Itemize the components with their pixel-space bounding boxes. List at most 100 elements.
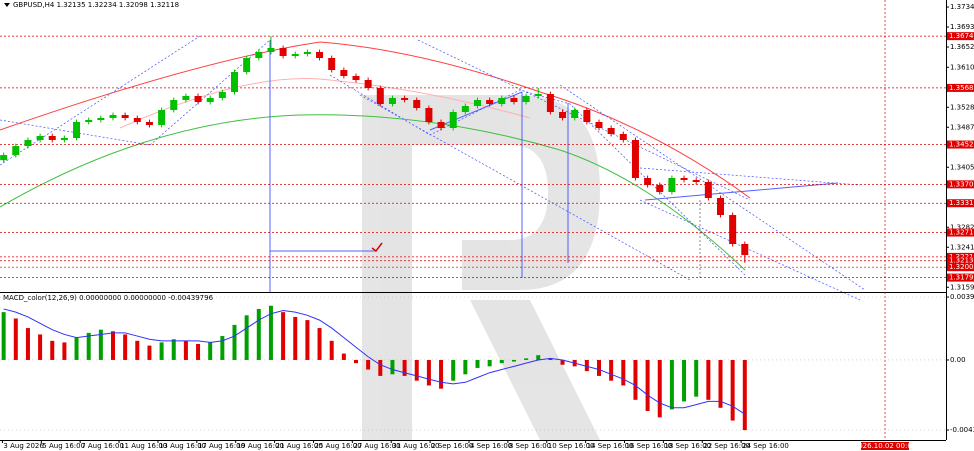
candle-body — [170, 100, 178, 110]
x-tick-label: 25 Aug 16:00 — [314, 442, 361, 450]
candle-body — [194, 96, 202, 102]
macd-title: MACD_color(12,26,9) 0.00000000 0.0000000… — [3, 294, 214, 302]
macd-bar — [268, 305, 273, 360]
candle-body — [158, 110, 166, 126]
macd-bar — [110, 331, 115, 360]
level-tag — [947, 228, 974, 237]
candle-body — [437, 122, 445, 128]
marker-tag — [861, 442, 910, 450]
macd-bar — [50, 340, 55, 360]
candle-body — [24, 140, 32, 147]
macd-bar — [281, 312, 286, 360]
macd-bar — [256, 308, 261, 360]
candle-body — [364, 80, 372, 88]
macd-bar — [439, 359, 444, 389]
x-tick-label: 24 Sep 16:00 — [742, 442, 789, 450]
candle-body — [510, 98, 518, 102]
macd-bar — [366, 359, 371, 370]
marker-label: 2026.10.02 00:00 — [854, 442, 916, 450]
candle-body — [133, 118, 141, 122]
x-tick-label: 27 Aug 16:00 — [353, 442, 400, 450]
macd-bar — [13, 318, 18, 360]
x-tick-label: 21 Aug 16:00 — [276, 442, 323, 450]
macd-bar — [426, 359, 431, 386]
macd-bar — [390, 359, 395, 375]
macd-bar — [25, 328, 30, 360]
macd-bar — [147, 345, 152, 360]
level-label: 1.33705 — [949, 180, 974, 188]
macd-bar — [742, 359, 747, 431]
candle-body — [473, 100, 481, 106]
candle-body — [668, 178, 676, 192]
macd-bar — [414, 359, 419, 381]
candle-body — [571, 110, 579, 118]
x-tick-label: 3 Aug 2026 — [3, 442, 44, 450]
candle-body — [267, 48, 275, 52]
x-tick-label: 2 Sep 16:00 — [431, 442, 473, 450]
macd-bar — [560, 359, 565, 365]
level-tag — [947, 263, 974, 272]
candle-body — [401, 98, 409, 100]
candle-body — [607, 128, 615, 134]
macd-bar — [596, 359, 601, 376]
candle-body — [741, 244, 749, 256]
macd-bar — [682, 359, 687, 402]
candle-body — [182, 96, 190, 100]
macd-bar — [499, 359, 504, 364]
x-tick-label: 17 Aug 16:00 — [198, 442, 245, 450]
macd-bar — [463, 359, 468, 375]
candle-body — [145, 122, 153, 126]
candle-body — [243, 58, 251, 72]
macd-bar — [524, 358, 529, 360]
macd-bar — [208, 342, 213, 360]
y-tick-label: 1.32415 — [950, 243, 974, 251]
y-tick-label: 1.37340 — [950, 3, 974, 11]
macd-bar — [86, 332, 91, 360]
macd-bar — [220, 336, 225, 360]
candle-body — [388, 98, 396, 104]
candle-body — [376, 88, 384, 104]
macd-bar — [196, 344, 201, 360]
y-tick-label: 1.32825 — [950, 223, 974, 231]
ma-red — [0, 41, 751, 199]
macd-bar — [706, 359, 711, 400]
macd-bar — [98, 329, 103, 360]
candle-body — [0, 155, 8, 161]
macd-bar — [718, 359, 723, 408]
chart-title: GBPUSD,H4 1.32135 1.32234 1.32098 1.3211… — [13, 1, 179, 9]
macd-bar — [341, 353, 346, 360]
level-label: 1.32139 — [949, 257, 974, 265]
macd-bar — [694, 359, 699, 397]
macd-bar — [159, 342, 164, 360]
candle-body — [60, 138, 68, 140]
level-label: 1.36743 — [949, 32, 974, 40]
macd-bar — [669, 359, 674, 410]
macd-bar — [135, 340, 140, 360]
level-label: 1.31793 — [949, 274, 974, 282]
candle-body — [729, 215, 737, 244]
trend-solid — [269, 40, 839, 292]
candle-body — [12, 146, 20, 156]
x-tick-label: 4 Sep 16:00 — [470, 442, 512, 450]
candle-body — [704, 182, 712, 198]
candle-body — [218, 92, 226, 98]
macd-bar — [378, 359, 383, 376]
macd-bar — [353, 359, 358, 364]
y-tick-label: -0.0043950 — [950, 426, 974, 434]
x-tick-label: 5 Aug 16:00 — [42, 442, 85, 450]
candle-body — [48, 136, 56, 140]
candle-body — [583, 110, 591, 122]
macd-bar — [305, 320, 310, 360]
x-tick-label: 11 Aug 16:00 — [120, 442, 167, 450]
macd-bar — [536, 355, 541, 360]
candle-body — [425, 108, 433, 122]
candle-body — [73, 122, 81, 138]
macd-bar — [74, 337, 79, 360]
macd-bar — [584, 359, 589, 372]
y-tick-label: 1.35285 — [950, 103, 974, 111]
candle-body — [680, 178, 688, 180]
macd-bar — [183, 340, 188, 360]
x-tick-label: 7 Aug 16:00 — [81, 442, 124, 450]
macd-bar — [232, 324, 237, 360]
